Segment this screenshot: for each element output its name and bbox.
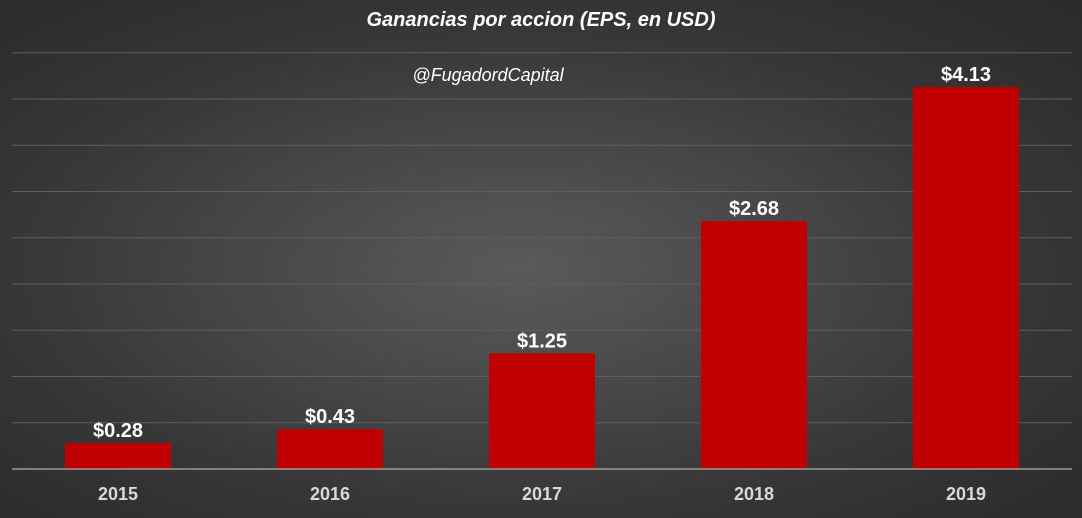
bar-2019 (913, 86, 1019, 469)
x-tick-label-2017: 2017 (522, 484, 562, 504)
data-label-2016: $0.43 (305, 406, 355, 428)
x-tick-label-2016: 2016 (310, 484, 350, 504)
bars (65, 86, 1019, 469)
bar-2018 (701, 221, 807, 469)
data-labels: $0.28 $0.43 $1.25 $2.68 $4.13 (93, 64, 991, 442)
x-tick-label-2019: 2019 (946, 484, 986, 504)
bar-2017 (489, 353, 595, 469)
x-tick-label-2018: 2018 (734, 484, 774, 504)
chart-title: Ganancias por accion (EPS, en USD) (366, 9, 716, 31)
bar-2015 (65, 443, 171, 469)
data-label-2017: $1.25 (517, 330, 567, 352)
data-label-2019: $4.13 (941, 64, 991, 86)
data-label-2018: $2.68 (729, 198, 779, 220)
x-axis-ticks: 2015 2016 2017 2018 2019 (98, 484, 986, 504)
x-tick-label-2015: 2015 (98, 484, 138, 504)
data-label-2015: $0.28 (93, 420, 143, 442)
watermark-annotation: @FugadordCapital (412, 65, 564, 85)
bar-2016 (277, 429, 383, 469)
